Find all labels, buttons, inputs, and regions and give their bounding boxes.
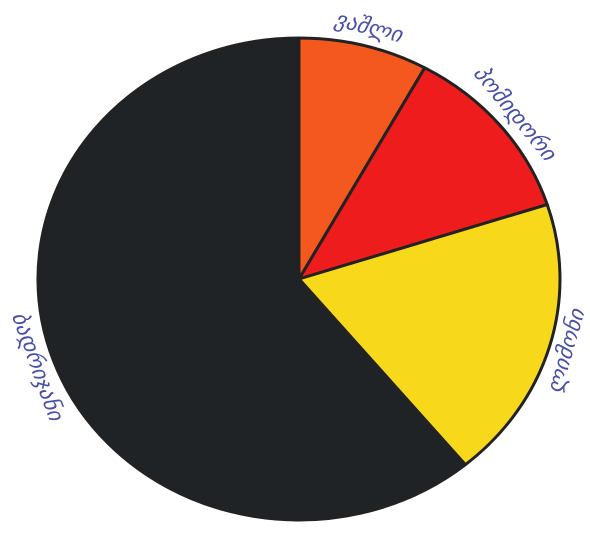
- pie-slice: [36, 36, 467, 522]
- pie-slice: [297, 66, 549, 281]
- pie-slice: [297, 203, 562, 467]
- pie: [36, 36, 562, 522]
- pie-slice: [297, 36, 427, 281]
